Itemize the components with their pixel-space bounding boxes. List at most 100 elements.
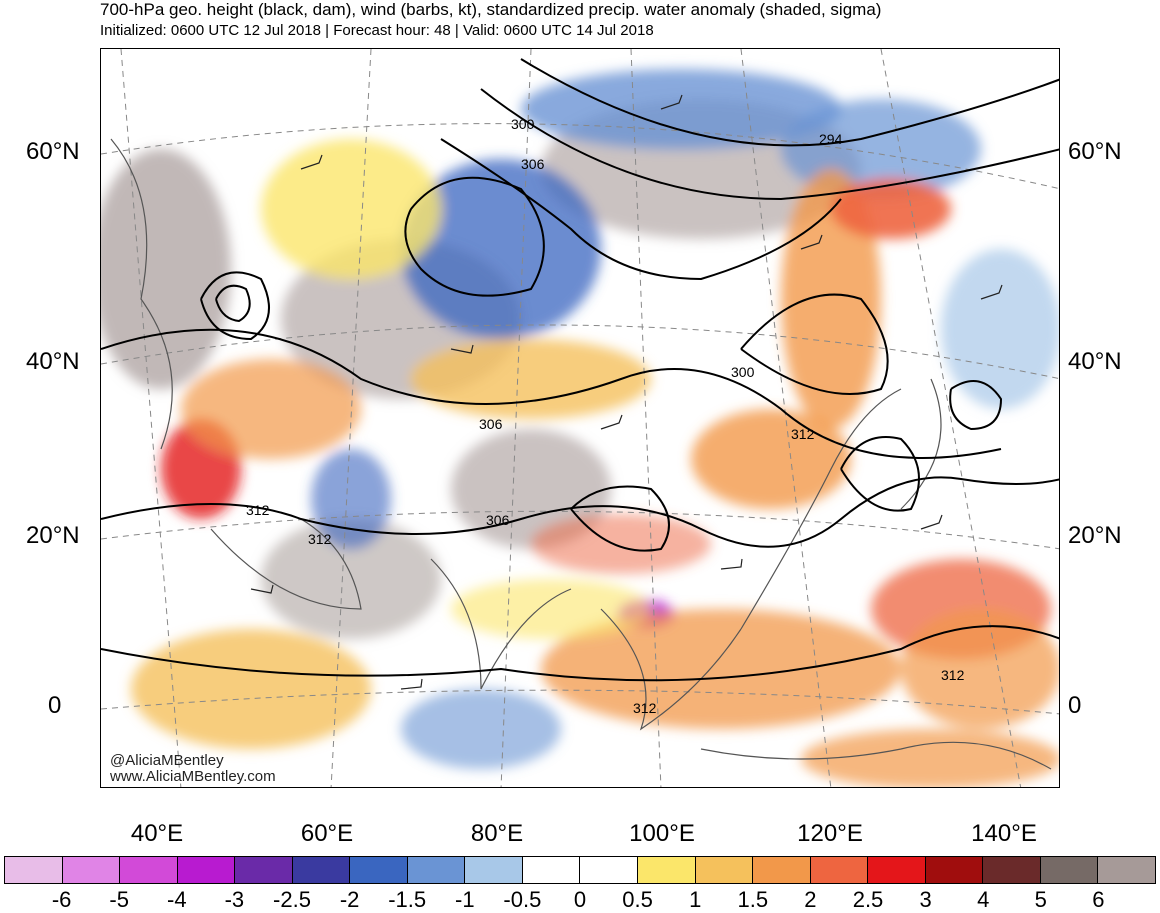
contour-306-mid [101, 328, 1002, 459]
coast-indonesia [700, 741, 1052, 770]
coast-china [740, 388, 902, 630]
contour-label-group: 300 306 294 300 306 312 312 312 306 312 … [246, 116, 965, 716]
lon-label-120e: 120°E [797, 820, 863, 847]
contour-label: 294 [819, 131, 843, 147]
colorbar-tick-label: -1.5 [388, 887, 427, 912]
colorbar-tick-label: 0 [573, 887, 587, 912]
shade-orange-tropics [541, 609, 901, 729]
colorbar-tick-label: 2 [804, 887, 817, 912]
grid-lon-60 [330, 49, 372, 787]
wind-barb [250, 584, 274, 594]
colorbar-swatch [753, 857, 811, 883]
weather-map: 300 306 294 300 306 312 312 312 306 312 … [100, 48, 1060, 788]
shade-orange-china [691, 409, 851, 509]
colorbar-swatch [407, 857, 466, 883]
colorbar-tick-label: -4 [167, 887, 187, 912]
shade-gray-arabia [261, 519, 441, 639]
contour-300-low [740, 293, 889, 395]
map-title: 700-hPa geo. height (black, dam), wind (… [100, 0, 882, 19]
grid-lon-140 [880, 49, 1022, 787]
colorbar-swatch [5, 857, 63, 883]
contour-label: 300 [731, 364, 755, 380]
colorbar-swatch [120, 857, 178, 883]
colorbar-swatch [925, 857, 984, 883]
coast-arabia [210, 518, 362, 610]
shade-gray-europe [101, 149, 231, 389]
lat-label-40n-left: 40°N [26, 348, 80, 375]
lon-label-80e: 80°E [470, 820, 524, 847]
shade-yellow-southasia [451, 579, 651, 639]
coast-seasia [600, 608, 742, 731]
anomaly-shading [101, 69, 1059, 787]
colorbar-swatch [177, 857, 236, 883]
wind-barb [980, 284, 1003, 300]
shade-blue-arctic [521, 69, 841, 149]
colorbar-tick-label: -5 [109, 887, 129, 912]
colorbar-swatch [350, 857, 408, 883]
lon-label-40e: 40°E [130, 820, 184, 847]
contour-label: 312 [308, 531, 332, 547]
shade-orange-pacific [901, 609, 1059, 729]
wind-barb [800, 234, 823, 250]
wind-barb [450, 344, 474, 354]
wind-barb [300, 154, 323, 170]
grid-lon-40 [120, 49, 182, 787]
shade-orange-manchuria [781, 169, 881, 429]
lat-label-eq-right: 0 [1068, 692, 1082, 719]
colorbar-swatch [465, 857, 523, 883]
contour-312-south [101, 625, 1059, 682]
contour-label: 306 [521, 156, 545, 172]
shade-blue-japan [941, 249, 1059, 409]
coast-europe [110, 138, 173, 450]
coast-india [430, 558, 572, 690]
credit-site: www.AliciaMBentley.com [110, 768, 276, 785]
lat-label-20n-right: 20°N [1068, 522, 1122, 549]
coast-japan [900, 378, 942, 510]
colorbar [4, 856, 1156, 884]
lat-label-60n-left: 60°N [26, 138, 80, 165]
shade-gray-tibet [451, 429, 611, 549]
colorbar-tick-label: -2.5 [273, 887, 311, 912]
lon-label-140e: 140°E [971, 820, 1037, 847]
contour-low-europe [200, 271, 270, 341]
contour-high-siberia [404, 176, 545, 297]
colorbar-tick-label: -6 [51, 887, 72, 912]
colorbar-tick-label: -1 [455, 887, 475, 912]
colorbar-tick-label: 1 [689, 887, 702, 912]
shade-red-tibet [531, 514, 711, 574]
shade-orange-indonesia [801, 729, 1059, 787]
graticule [101, 49, 1059, 787]
colorbar-tick-label: 3 [919, 887, 932, 912]
grid-lon-100 [630, 49, 662, 787]
colorbar-swatch [983, 857, 1041, 883]
lat-label-20n-left: 20°N [26, 522, 80, 549]
contour-label: 312 [633, 700, 657, 716]
contour-label: 312 [246, 502, 270, 518]
wind-barb [660, 94, 683, 110]
wind-barb [600, 414, 623, 430]
wind-barb [720, 558, 743, 570]
map-canvas: 300 306 294 300 306 312 312 312 306 312 … [101, 49, 1059, 787]
lon-label-60e: 60°E [300, 820, 354, 847]
shade-yellow-westsiberia [261, 139, 441, 279]
shade-orange-westasia [181, 359, 361, 459]
shade-yellow-africa [131, 629, 371, 749]
shade-red-russia [831, 179, 951, 239]
coastlines [110, 138, 1052, 770]
colorbar-swatch [62, 857, 121, 883]
contour-label: 306 [486, 512, 510, 528]
colorbar-swatch [235, 857, 293, 883]
colorbar-tick-label: 1.5 [737, 887, 769, 912]
contour-label: 312 [791, 426, 815, 442]
shade-blue-mideast [311, 449, 391, 549]
shade-blue-india [401, 689, 561, 769]
colorbar-swatch [868, 857, 926, 883]
colorbar-swatch [522, 857, 581, 883]
contour-300-north [480, 88, 1059, 201]
shade-blue-siberia [401, 159, 601, 339]
lat-label-eq-left: 0 [48, 692, 62, 719]
colorbar-swatch [580, 857, 639, 883]
contour-294 [520, 58, 1059, 147]
colorbar-swatch [695, 857, 754, 883]
colorbar-tick-label: 6 [1092, 887, 1105, 912]
